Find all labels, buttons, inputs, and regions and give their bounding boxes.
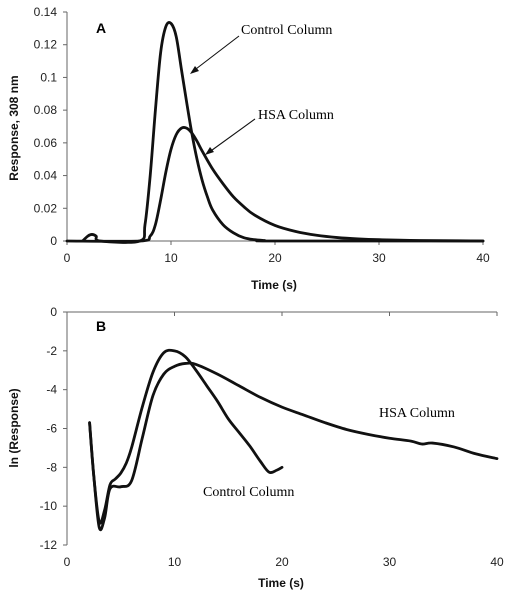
chart-b-y-tick-label: -4 <box>46 383 57 397</box>
chart-b-axes <box>66 311 497 545</box>
chart-a-y-tick-label: 0.08 <box>34 103 58 117</box>
chart-b: 0 10 20 30 40 0 -2 -4 -6 -8 -10 -12 B Time (s) ln (… <box>7 305 504 590</box>
chart-a-x-tick-label: 0 <box>64 251 71 265</box>
chart-a-x-tick-label: 30 <box>372 251 386 265</box>
chart-b-panel-label: B <box>96 318 106 334</box>
chart-a-y-tick-label: 0.14 <box>34 5 58 19</box>
chart-b-y-tick-label: -12 <box>40 538 58 552</box>
chart-a-panel-label: A <box>96 20 106 36</box>
chart-a-y-tick-label: 0.04 <box>34 169 58 183</box>
chart-a-x-tick-label: 20 <box>268 251 282 265</box>
chart-b-x-tick-label: 40 <box>490 555 504 569</box>
chart-b-y-tick-label: -10 <box>40 499 58 513</box>
chart-a-annotation-control-arrow <box>191 35 240 73</box>
chart-b-x-tick-label: 10 <box>168 555 182 569</box>
chart-a-y-tick-label: 0.02 <box>34 201 58 215</box>
chart-a-x-tick-label: 10 <box>164 251 178 265</box>
chart-a-y-tick-label: 0 <box>50 234 57 248</box>
chart-b-y-tick-label: -8 <box>46 460 57 474</box>
chart-a-y-tick-label: 0.1 <box>40 70 57 84</box>
chart-b-x-tick-label: 0 <box>64 555 71 569</box>
chart-a-x-axis-label: Time (s) <box>251 278 297 292</box>
chart-b-tick-labels: 0 10 20 30 40 0 -2 -4 -6 -8 -10 -12 <box>40 305 504 569</box>
chart-a-annotation-hsa: HSA Column <box>258 108 334 123</box>
chart-a-x-tick-label: 40 <box>476 251 490 265</box>
chart-b-series-control-column <box>88 348 284 525</box>
chart-a-annotation-control-arrowhead <box>190 66 199 74</box>
chart-a-annotation-hsa-arrowhead <box>205 147 214 155</box>
chart-b-series-hsa-column <box>88 361 499 532</box>
chart-b-annotation-hsa: HSA Column <box>379 406 455 421</box>
chart-a-series-control-column <box>81 21 485 244</box>
chart-a-annotation-hsa-arrow <box>207 118 256 154</box>
chart-b-x-tick-label: 20 <box>275 555 289 569</box>
chart-a-tick-labels: 0 10 20 30 40 0 0.02 0.04 0.06 0.08 0.1 0.12 0.14 <box>34 5 490 265</box>
chart-a-series-group <box>65 21 485 244</box>
chart-b-y-tick-label: -6 <box>46 422 57 436</box>
chart-a-axes <box>66 12 483 242</box>
chart-b-y-tick-label: -2 <box>46 344 57 358</box>
chart-b-annotation-control: Control Column <box>203 485 294 500</box>
chart-b-series-group <box>88 348 499 532</box>
chart-b-y-tick-label: 0 <box>50 305 57 319</box>
chart-a-y-axis-label: Response, 308 nm <box>7 75 21 180</box>
chart-b-x-axis-label: Time (s) <box>258 576 304 590</box>
chart-a-series-hsa-column <box>65 126 485 243</box>
chart-b-x-tick-label: 30 <box>383 555 397 569</box>
chart-a-y-tick-label: 0.06 <box>34 136 58 150</box>
chart-b-y-axis-label: ln (Response) <box>7 388 21 467</box>
chart-a-annotation-control: Control Column <box>241 23 332 38</box>
chart-a-y-tick-label: 0.12 <box>34 38 58 52</box>
